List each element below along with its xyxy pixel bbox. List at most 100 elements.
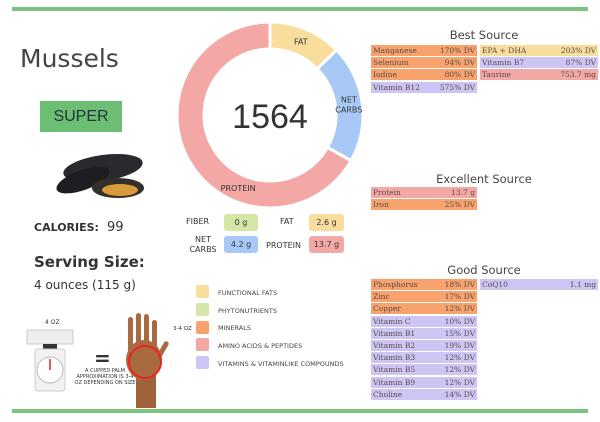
nutrient-name: Choline (373, 389, 403, 399)
nutrient-name: Vitamin B1 (373, 328, 416, 338)
legend-swatch-minerals (196, 321, 209, 334)
nutrient-value: 170% DV (439, 46, 475, 55)
legend-minerals: MINERALS (218, 324, 251, 332)
nutrient-value: 12% DV (444, 304, 475, 314)
nutrient-row: Choline 14% DV (371, 388, 477, 400)
nutrient-value: 753.7 mg (560, 70, 596, 80)
nutrient-value: 94% DV (444, 58, 475, 68)
nutrient-value: 575% DV (439, 82, 475, 92)
super-badge: SUPER (40, 101, 122, 132)
serving-size-label: Serving Size: (34, 253, 145, 271)
nutrient-name: Vitamin B12 (373, 82, 420, 92)
nutrient-value: 80% DV (444, 70, 475, 80)
palm-label: 3-4 OZ (173, 326, 192, 332)
legend-vitamins: VITAMINS & VITAMINLIKE COMPOUNDS (218, 360, 344, 368)
nutrient-name: Zinc (373, 292, 390, 302)
nutrient-row: CoQ10 1.1 mg (480, 279, 598, 290)
donut-label: NET (341, 96, 357, 105)
nutrient-name: Phosphorus (373, 280, 418, 289)
donut-label: PROTEIN (221, 184, 256, 193)
calories-label: CALORIES: (34, 221, 99, 234)
nutrient-name: Manganese (373, 46, 417, 55)
mussels-image (56, 153, 144, 198)
legend-swatch-vitamins (196, 356, 209, 369)
nutrient-row: Manganese 170% DV (371, 45, 477, 56)
nutrient-value: 12% DV (444, 365, 475, 375)
donut-segment-protein (175, 20, 354, 210)
donut-label: CARBS (335, 106, 362, 115)
nutrient-row: Vitamin B7 87% DV (480, 57, 598, 69)
nutrient-name: EPA + DHA (482, 46, 527, 55)
nutrient-name: CoQ10 (482, 280, 508, 289)
legend-amino-acids: AMINO ACIDS & PEPTIDES (218, 342, 303, 350)
nutrient-row: Selenium 94% DV (371, 57, 477, 69)
nutrient-name: Vitamin B7 (482, 58, 525, 68)
nutrient-value: 203% DV (560, 46, 596, 55)
nutrient-row: Vitamin C 10% DV (371, 315, 477, 327)
nutrient-name: Protein (373, 188, 401, 197)
nutrient-value: 87% DV (565, 58, 596, 68)
nutrient-name: Vitamin B5 (373, 365, 416, 375)
nutrient-row: Vitamin B2 19% DV (371, 340, 477, 351)
nutrient-row: Vitamin B9 12% DV (371, 376, 477, 388)
protein-label: PROTEIN (266, 241, 301, 250)
nutrient-row: EPA + DHA 203% DV (480, 45, 598, 56)
legend-swatch-amino-acids (196, 338, 209, 351)
top-border (12, 7, 588, 11)
nutrient-row: Vitamin B1 15% DV (371, 327, 477, 339)
food-title: Mussels (20, 44, 119, 73)
nutrient-value: 25% DV (444, 200, 475, 210)
nutrient-row: Protein 13.7 g (371, 187, 477, 198)
nutrient-value: 17% DV (444, 292, 475, 302)
net-carbs-label: NET CARBS (189, 235, 217, 254)
nutrient-value: 12% DV (444, 377, 475, 387)
scale-label: 4 OZ (45, 319, 60, 326)
nutrient-name: Vitamin C (373, 316, 411, 326)
legend-functional-fats: FUNCTIONAL FATS (218, 289, 278, 297)
fat-value: 2.6 g (309, 214, 344, 231)
legend-swatch-functional-fats (196, 285, 209, 298)
nutrient-value: 14% DV (444, 389, 475, 399)
nutrient-row: Vitamin B12 575% DV (371, 81, 477, 93)
scale-icon (26, 329, 74, 392)
nutrient-name: Vitamin B3 (373, 353, 416, 363)
nutrient-name: Taurine (482, 70, 511, 80)
best-source-title: Best Source (449, 28, 519, 42)
nutrient-row: Copper 12% DV (371, 303, 477, 315)
nutrient-name: Selenium (373, 58, 409, 68)
equals-sign: = (94, 346, 111, 370)
nutrient-value: 1.1 mg (569, 280, 596, 289)
nutrient-value: 15% DV (444, 328, 475, 338)
palm-note: A CUPPED PALM APPROXIMATION IS 3-4 OZ DE… (74, 368, 136, 386)
nutrient-value: 18% DV (444, 280, 475, 289)
fiber-value: 0 g (224, 214, 258, 231)
nutrient-row: Phosphorus 18% DV (371, 279, 477, 290)
nutrient-row: Taurine 753.7 mg (480, 69, 598, 81)
nutrient-value: 12% DV (444, 353, 475, 363)
fiber-label: FIBER (186, 217, 210, 226)
calories-value: 99 (106, 220, 124, 235)
nutrient-name: Vitamin B2 (373, 341, 416, 350)
nutrient-value: 13.7 g (451, 188, 475, 197)
nutrient-value: 10% DV (444, 316, 475, 326)
nutrient-row: Zinc 17% DV (371, 291, 477, 303)
nutrient-row: Iron 25% DV (371, 199, 477, 211)
bottom-border (12, 409, 588, 413)
nutrient-row: Vitamin B5 12% DV (371, 364, 477, 376)
donut-center-value: 1564 (232, 98, 308, 136)
donut-label: FAT (294, 38, 308, 47)
nutrient-value: 19% DV (444, 341, 475, 350)
nutrient-name: Iodine (373, 70, 397, 80)
fat-label: FAT (280, 217, 294, 226)
net-carbs-value: 4.2 g (224, 236, 258, 253)
nutrient-name: Copper (373, 304, 401, 314)
calories: CALORIES: 99 (34, 220, 124, 235)
hand-icon (126, 313, 169, 408)
legend-swatch-phytonutrients (196, 303, 209, 316)
protein-value: 13.7 g (309, 236, 344, 253)
excellent-source-title: Excellent Source (436, 172, 532, 186)
nutrient-name: Iron (373, 200, 389, 210)
serving-size-value: 4 ounces (115 g) (34, 278, 136, 292)
nutrient-row: Vitamin B3 12% DV (371, 352, 477, 364)
